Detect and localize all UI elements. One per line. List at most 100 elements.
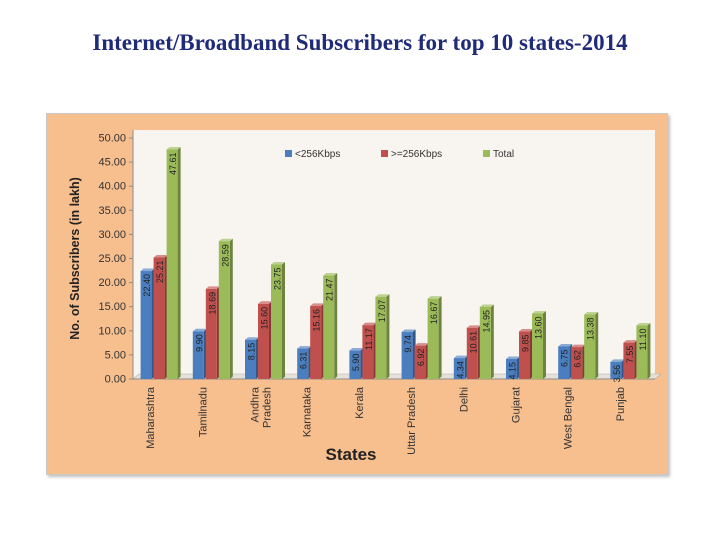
data-label: 13.38 xyxy=(586,318,596,341)
bar-top xyxy=(506,356,520,359)
bar-side xyxy=(177,147,181,379)
y-tick-label: 0.00 xyxy=(105,374,126,386)
data-label: 7.55 xyxy=(625,346,635,364)
bar-top xyxy=(427,296,442,299)
x-tick-label: Maharashtra xyxy=(145,386,157,449)
bar-top xyxy=(414,343,429,346)
bar-top xyxy=(558,343,573,347)
x-tick-label: Kerala xyxy=(354,386,366,419)
bar xyxy=(636,325,648,379)
bar-top xyxy=(466,325,481,328)
bar xyxy=(323,275,335,379)
bar-top xyxy=(362,322,377,326)
chart-frame: 0.00 5.00 10.00 15.00 20.00 25.00 30.00 35.00 40… xyxy=(46,113,668,475)
data-label: 25.21 xyxy=(155,260,165,283)
bar-top xyxy=(218,238,233,242)
data-label: 14.95 xyxy=(481,310,491,333)
data-label: 28.59 xyxy=(220,244,230,267)
bar xyxy=(584,314,596,379)
bar xyxy=(558,346,570,379)
x-tick-label: Punjab xyxy=(615,387,627,421)
data-label: 6.92 xyxy=(416,349,426,367)
bar xyxy=(610,361,622,379)
bar xyxy=(571,347,583,379)
legend-label: >=256Kbps xyxy=(391,149,442,160)
bar xyxy=(205,288,217,379)
data-label: 11.10 xyxy=(638,328,648,350)
data-label: 6.31 xyxy=(299,352,309,370)
data-label: 9.85 xyxy=(521,335,531,353)
data-label: 9.90 xyxy=(194,334,204,352)
bar xyxy=(192,331,204,379)
bar-side xyxy=(282,262,285,379)
data-label: 16.67 xyxy=(429,302,439,325)
bar-side xyxy=(438,296,442,379)
bar-side xyxy=(595,312,599,379)
data-label: 13.60 xyxy=(534,316,544,339)
bar xyxy=(258,303,269,379)
bar-top xyxy=(310,303,325,306)
legend-swatch xyxy=(285,150,292,157)
bar-side xyxy=(334,273,338,379)
y-tick-label: 25.00 xyxy=(98,253,126,265)
bar-top xyxy=(258,301,272,304)
bar xyxy=(519,331,530,379)
data-label: 15.60 xyxy=(260,307,270,330)
bar-side xyxy=(229,238,233,379)
bar xyxy=(506,358,517,379)
data-label: 8.15 xyxy=(247,343,257,361)
data-label: 47.61 xyxy=(168,153,178,176)
bar xyxy=(453,358,465,379)
data-label: 6.75 xyxy=(560,349,570,367)
bar-top xyxy=(245,337,259,340)
bar xyxy=(401,332,413,379)
bar-top xyxy=(205,286,220,289)
data-label: 21.47 xyxy=(325,279,335,302)
y-tick-label: 50.00 xyxy=(98,133,126,145)
bar xyxy=(427,298,439,379)
bar-top xyxy=(610,359,625,362)
bar xyxy=(297,348,309,379)
x-tick-label: Uttar Pradesh xyxy=(406,387,418,455)
bar xyxy=(349,350,361,379)
bar xyxy=(414,345,426,379)
bar-side xyxy=(647,322,651,379)
data-label: 4.34 xyxy=(455,361,465,379)
bar-top xyxy=(323,273,338,276)
x-tick-label: Pradesh xyxy=(262,387,274,428)
bar xyxy=(479,306,491,379)
bar xyxy=(532,313,543,379)
data-label: 5.90 xyxy=(351,354,361,372)
bar xyxy=(153,257,165,379)
bar-side xyxy=(543,310,546,379)
bar-top xyxy=(192,328,207,332)
legend-label: <256Kbps xyxy=(295,149,340,160)
y-tick-label: 45.00 xyxy=(98,157,126,169)
x-tick-label: West Bengal xyxy=(563,387,575,449)
y-axis-title: No. of Subscribers (in lakh) xyxy=(68,177,82,340)
bar xyxy=(140,271,152,379)
data-label: 3.56 xyxy=(612,365,622,383)
data-label: 11.17 xyxy=(364,328,374,350)
y-tick-label: 35.00 xyxy=(98,205,126,217)
data-label: 4.15 xyxy=(508,362,518,380)
legend-label: Total xyxy=(493,149,514,160)
bar-side xyxy=(490,304,494,379)
x-tick-label: Gujarat xyxy=(511,387,523,423)
bar-top xyxy=(297,346,312,349)
bar-top xyxy=(453,355,468,359)
bar-top xyxy=(623,340,638,343)
bar xyxy=(375,296,387,379)
legend-swatch xyxy=(483,150,490,157)
bar xyxy=(623,342,635,379)
bar-top xyxy=(519,329,533,332)
data-label: 9.74 xyxy=(403,335,413,353)
data-label: 22.40 xyxy=(142,274,152,297)
bar xyxy=(362,325,374,379)
bar xyxy=(310,305,322,379)
y-tick-label: 30.00 xyxy=(98,229,126,241)
x-tick-label: Andhra xyxy=(250,386,262,422)
x-axis-title: States xyxy=(325,445,376,464)
chart-svg: 0.00 5.00 10.00 15.00 20.00 25.00 30.00 35.00 40… xyxy=(68,130,662,464)
bar-top xyxy=(479,304,494,307)
